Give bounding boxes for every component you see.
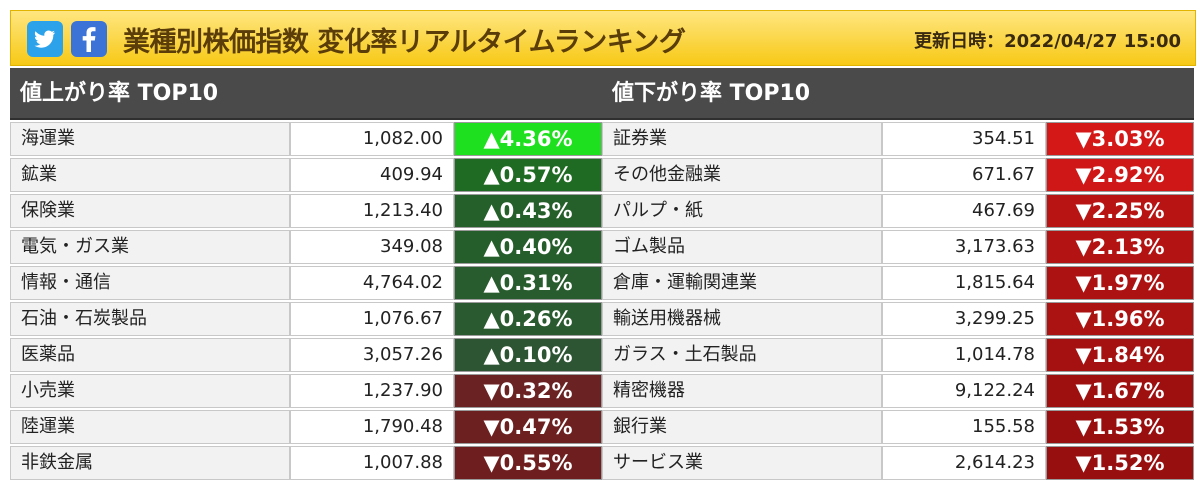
twitter-share-button[interactable] — [27, 21, 63, 57]
updated-timestamp: 更新日時：2022/04/27 15:00 — [914, 31, 1181, 52]
sector-name: サービス業 — [602, 446, 882, 480]
sector-name: 精密機器 — [602, 374, 882, 408]
index-value: 4,764.02 — [290, 266, 454, 300]
change-rate: ▼2.25% — [1046, 194, 1194, 228]
index-value: 1,213.40 — [290, 194, 454, 228]
change-rate: ▲0.31% — [454, 266, 602, 300]
table-row: 陸運業 1,790.48 ▼0.47% — [10, 410, 602, 444]
table-row: 輸送用機器械 3,299.25 ▼1.96% — [602, 302, 1194, 336]
table-row: 小売業 1,237.90 ▼0.32% — [10, 374, 602, 408]
change-rate: ▼3.03% — [1046, 122, 1194, 156]
sector-name: 非鉄金属 — [10, 446, 290, 480]
index-value: 409.94 — [290, 158, 454, 192]
sector-name: ガラス・土石製品 — [602, 338, 882, 372]
table-row: パルプ・紙 467.69 ▼2.25% — [602, 194, 1194, 228]
index-value: 671.67 — [882, 158, 1046, 192]
change-rate: ▼0.32% — [454, 374, 602, 408]
table-row: 証券業 354.51 ▼3.03% — [602, 122, 1194, 156]
losers-table: 証券業 354.51 ▼3.03% その他金融業 671.67 ▼2.92% パルプ・紙 46… — [602, 122, 1194, 480]
gainers-panel: 値上がり率 TOP10 海運業 1,082.00 ▲4.36% 鉱業 409.94 ▲0.… — [10, 68, 602, 480]
index-value: 1,815.64 — [882, 266, 1046, 300]
table-row: 情報・通信 4,764.02 ▲0.31% — [10, 266, 602, 300]
sector-name: その他金融業 — [602, 158, 882, 192]
header-bar: 業種別株価指数 変化率リアルタイムランキング 更新日時：2022/04/27 1… — [10, 10, 1196, 66]
twitter-bird-icon — [34, 30, 55, 48]
table-row: 銀行業 155.58 ▼1.53% — [602, 410, 1194, 444]
table-row: サービス業 2,614.23 ▼1.52% — [602, 446, 1194, 480]
change-rate: ▼0.55% — [454, 446, 602, 480]
table-row: 保険業 1,213.40 ▲0.43% — [10, 194, 602, 228]
table-row: 鉱業 409.94 ▲0.57% — [10, 158, 602, 192]
sector-name: 保険業 — [10, 194, 290, 228]
facebook-share-button[interactable] — [71, 21, 107, 57]
table-row: その他金融業 671.67 ▼2.92% — [602, 158, 1194, 192]
index-value: 155.58 — [882, 410, 1046, 444]
change-rate: ▼1.67% — [1046, 374, 1194, 408]
change-rate: ▲0.43% — [454, 194, 602, 228]
table-row: 医薬品 3,057.26 ▲0.10% — [10, 338, 602, 372]
sector-name: 医薬品 — [10, 338, 290, 372]
index-value: 1,007.88 — [290, 446, 454, 480]
sector-name: 陸運業 — [10, 410, 290, 444]
page-title: 業種別株価指数 変化率リアルタイムランキング — [123, 27, 686, 58]
change-rate: ▼1.53% — [1046, 410, 1194, 444]
index-value: 3,299.25 — [882, 302, 1046, 336]
index-value: 3,057.26 — [290, 338, 454, 372]
table-row: 石油・石炭製品 1,076.67 ▲0.26% — [10, 302, 602, 336]
gainers-table: 海運業 1,082.00 ▲4.36% 鉱業 409.94 ▲0.57% 保険業 1,213.… — [10, 122, 602, 480]
index-value: 2,614.23 — [882, 446, 1046, 480]
change-rate: ▲0.57% — [454, 158, 602, 192]
sector-name: 銀行業 — [602, 410, 882, 444]
change-rate: ▼1.96% — [1046, 302, 1194, 336]
index-value: 467.69 — [882, 194, 1046, 228]
sector-name: ゴム製品 — [602, 230, 882, 264]
change-rate: ▼2.92% — [1046, 158, 1194, 192]
change-rate: ▲4.36% — [454, 122, 602, 156]
facebook-f-icon — [82, 27, 96, 52]
index-value: 1,076.67 — [290, 302, 454, 336]
change-rate: ▼0.47% — [454, 410, 602, 444]
sector-name: パルプ・紙 — [602, 194, 882, 228]
table-row: 非鉄金属 1,007.88 ▼0.55% — [10, 446, 602, 480]
table-row: 倉庫・運輸関連業 1,815.64 ▼1.97% — [602, 266, 1194, 300]
sector-name: 証券業 — [602, 122, 882, 156]
table-row: 精密機器 9,122.24 ▼1.67% — [602, 374, 1194, 408]
table-row: ゴム製品 3,173.63 ▼2.13% — [602, 230, 1194, 264]
sector-name: 輸送用機器械 — [602, 302, 882, 336]
change-rate: ▲0.10% — [454, 338, 602, 372]
sector-name: 鉱業 — [10, 158, 290, 192]
gainers-panel-title: 値上がり率 TOP10 — [10, 68, 602, 120]
change-rate: ▲0.26% — [454, 302, 602, 336]
sector-name: 電気・ガス業 — [10, 230, 290, 264]
index-value: 3,173.63 — [882, 230, 1046, 264]
table-row: ガラス・土石製品 1,014.78 ▼1.84% — [602, 338, 1194, 372]
sector-name: 海運業 — [10, 122, 290, 156]
index-value: 354.51 — [882, 122, 1046, 156]
index-value: 1,082.00 — [290, 122, 454, 156]
table-row: 海運業 1,082.00 ▲4.36% — [10, 122, 602, 156]
change-rate: ▼1.52% — [1046, 446, 1194, 480]
index-value: 349.08 — [290, 230, 454, 264]
sector-name: 倉庫・運輸関連業 — [602, 266, 882, 300]
table-row: 電気・ガス業 349.08 ▲0.40% — [10, 230, 602, 264]
index-value: 9,122.24 — [882, 374, 1046, 408]
change-rate: ▼2.13% — [1046, 230, 1194, 264]
index-value: 1,237.90 — [290, 374, 454, 408]
index-value: 1,790.48 — [290, 410, 454, 444]
change-rate: ▼1.84% — [1046, 338, 1194, 372]
index-value: 1,014.78 — [882, 338, 1046, 372]
sector-name: 石油・石炭製品 — [10, 302, 290, 336]
losers-panel-title: 値下がり率 TOP10 — [602, 68, 1194, 120]
sector-name: 小売業 — [10, 374, 290, 408]
losers-panel: 値下がり率 TOP10 証券業 354.51 ▼3.03% その他金融業 671.67 ▼… — [602, 68, 1194, 480]
change-rate: ▼1.97% — [1046, 266, 1194, 300]
sector-name: 情報・通信 — [10, 266, 290, 300]
change-rate: ▲0.40% — [454, 230, 602, 264]
